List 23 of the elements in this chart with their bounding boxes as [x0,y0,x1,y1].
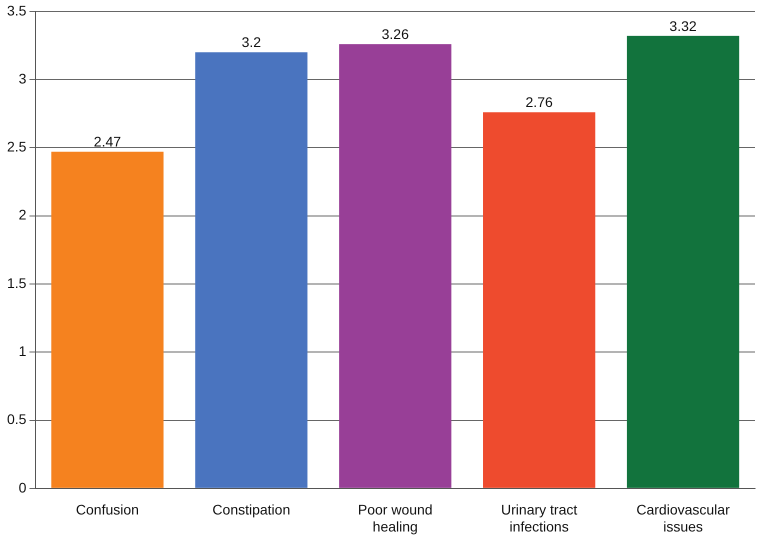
bar [483,112,596,488]
y-tick-label: 2 [18,206,27,223]
y-tick-label: 2.5 [6,138,27,155]
x-tick-label: Poor wound healing [358,502,433,534]
y-tick-label: 1 [18,342,27,359]
y-tick-label: 1.5 [6,274,27,291]
x-tick-label: Constipation [212,502,290,518]
bar [339,44,452,488]
x-tick-label: Cardiovascular issues [636,502,730,534]
bar [626,36,740,488]
data-label: 3.26 [382,26,410,42]
data-label: 3.32 [669,18,697,34]
data-label: 2.76 [526,94,553,110]
y-tick-label: 0 [18,479,27,496]
data-label: 3.2 [242,34,262,50]
bar [195,52,308,488]
x-tick-label: Urinary tract infections [501,502,578,534]
y-tick-label: 3 [18,70,27,86]
y-tick-label: 3.5 [6,2,27,18]
bar [51,152,164,488]
y-tick-label: 0.5 [6,411,27,428]
x-tick-label: Confusion [76,502,139,518]
data-label: 2.47 [94,134,122,150]
